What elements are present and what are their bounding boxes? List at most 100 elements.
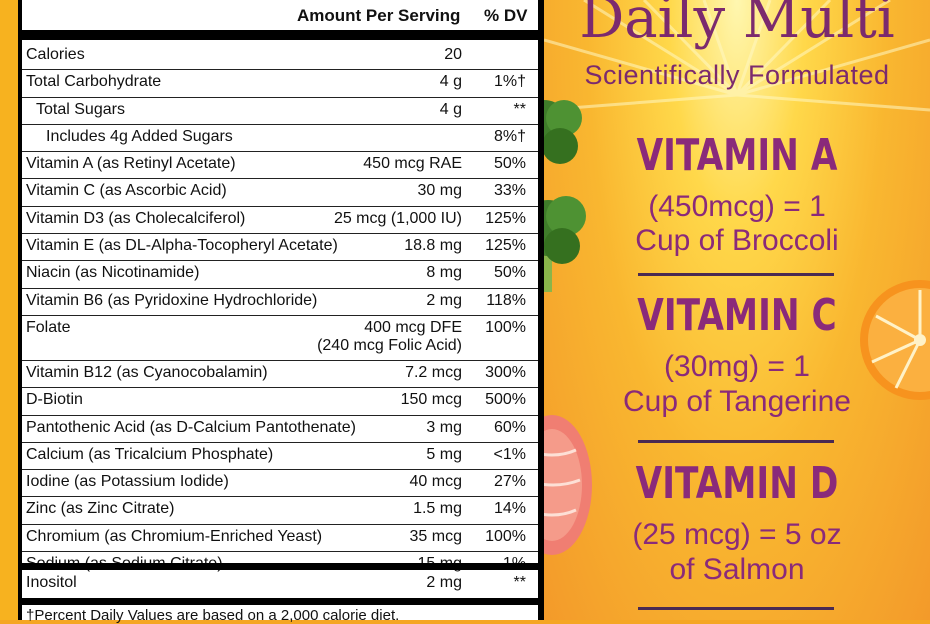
background-strip — [0, 0, 18, 620]
nutrient-name: Chromium (as Chromium-Enriched Yeast) — [26, 527, 323, 545]
nutrient-dv: 33% — [493, 182, 526, 200]
nutrient-dv: <1% — [493, 445, 526, 463]
amount-per-serving-header: Amount Per Serving — [297, 6, 461, 25]
vitamin-c-equivalent: Cup of Tangerine — [623, 385, 851, 418]
nutrient-name: Vitamin A (as Retinyl Acetate) — [26, 155, 236, 173]
nutrient-name: D-Biotin — [26, 391, 83, 409]
nutrient-amount-secondary: (240 mcg Folic Acid) — [317, 336, 462, 354]
vitamin-a-amount: (450mcg) = 1 — [648, 190, 826, 223]
nutrient-amount: 2 mg — [426, 291, 462, 309]
nutrient-dv: 125% — [485, 237, 526, 255]
nutrient-amount: 40 mcg — [409, 473, 462, 491]
header-divider-bar — [22, 30, 538, 40]
nutrient-dv: 50% — [493, 264, 526, 282]
table-row: Vitamin B12 (as Cyanocobalamin) 7.2 mcg … — [22, 361, 538, 389]
nutrient-name: Vitamin C (as Ascorbic Acid) — [26, 182, 227, 200]
vitamin-c-amount: (30mg) = 1 — [664, 350, 810, 383]
panel-border-left — [18, 0, 22, 620]
nutrient-name: Inositol — [26, 574, 77, 591]
table-row: Zinc (as Zinc Citrate) 1.5 mg 14% — [22, 497, 538, 525]
table-row: Calories 20 — [22, 43, 538, 71]
table-row: Pantothenic Acid (as D-Calcium Pantothen… — [22, 416, 538, 443]
section-divider-bar — [22, 563, 538, 570]
nutrient-amount: 1.5 mg — [413, 500, 462, 518]
nutrient-amount: 400 mcg DFE — [364, 318, 462, 336]
facts-header: Amount Per Serving % DV — [22, 0, 538, 30]
brand-title: Daily Multi — [579, 0, 895, 51]
table-row: Vitamin C (as Ascorbic Acid) 30 mg 33% — [22, 179, 538, 207]
nutrient-name: Folate — [26, 318, 71, 336]
nutrient-dv: 60% — [493, 418, 526, 436]
nutrient-amount: 4 g — [439, 73, 462, 91]
table-row: Folate 400 mcg DFE (240 mcg Folic Acid) … — [22, 316, 538, 361]
table-row: Vitamin B6 (as Pyridoxine Hydrochloride)… — [22, 289, 538, 316]
vitamin-c-title: VITAMIN C — [637, 290, 837, 341]
nutrient-name: Niacin (as Nicotinamide) — [26, 264, 200, 282]
nutrient-amount: 30 mg — [417, 182, 462, 200]
nutrient-amount: 150 mcg — [400, 391, 462, 409]
salmon-image — [544, 415, 592, 555]
table-row: Vitamin A (as Retinyl Acetate) 450 mcg R… — [22, 152, 538, 180]
supplement-facts-panel — [18, 0, 542, 620]
nutrient-dv: 27% — [493, 473, 526, 491]
nutrient-dv: 8%† — [493, 127, 526, 145]
nutrient-table: Calories 20 Total Carbohydrate 4 g 1%† T… — [22, 43, 538, 578]
nutrient-name: Zinc (as Zinc Citrate) — [26, 500, 175, 518]
table-row: Total Carbohydrate 4 g 1%† — [22, 70, 538, 98]
nutrient-dv: 300% — [485, 363, 526, 381]
nutrient-amount: 20 — [444, 46, 462, 63]
nutrient-dv: ** — [513, 100, 526, 118]
nutrient-dv: 14% — [493, 500, 526, 518]
nutrient-name: Total Carbohydrate — [26, 73, 162, 91]
nutrient-name: Total Sugars — [36, 100, 125, 118]
table-row: Calcium (as Tricalcium Phosphate) 5 mg <… — [22, 443, 538, 471]
nutrient-name: Calories — [26, 46, 85, 63]
nutrient-name: Calcium (as Tricalcium Phosphate) — [26, 445, 274, 463]
panel-border-right — [538, 0, 544, 620]
nutrient-amount: 5 mg — [426, 445, 462, 463]
promo-panel: Daily Multi Scientifically Formulated VI… — [544, 0, 930, 620]
nutrient-name: Vitamin E (as DL-Alpha-Tocopheryl Acetat… — [26, 237, 338, 255]
nutrient-amount: 25 mcg (1,000 IU) — [333, 209, 462, 227]
footnote: †Percent Daily Values are based on a 2,0… — [26, 607, 400, 624]
table-row: Vitamin E (as DL-Alpha-Tocopheryl Acetat… — [22, 234, 538, 262]
nutrient-name: Vitamin B12 (as Cyanocobalamin) — [26, 363, 268, 381]
nutrient-name: Pantothenic Acid (as D-Calcium Pantothen… — [26, 418, 356, 436]
tagline: Scientifically Formulated — [584, 60, 890, 90]
nutrient-amount: 450 mcg RAE — [363, 155, 462, 173]
table-row: Niacin (as Nicotinamide) 8 mg 50% — [22, 261, 538, 289]
nutrient-amount: 7.2 mcg — [405, 363, 462, 381]
nutrient-amount: 18.8 mg — [404, 237, 462, 255]
nutrient-dv: 50% — [493, 155, 526, 173]
table-row: Chromium (as Chromium-Enriched Yeast) 35… — [22, 525, 538, 553]
daily-value-header: % DV — [484, 6, 528, 25]
vitamin-a-title: VITAMIN A — [636, 130, 838, 181]
nutrient-name: Iodine (as Potassium Iodide) — [26, 473, 229, 491]
nutrient-name: Vitamin D3 (as Cholecalciferol) — [26, 209, 246, 227]
divider — [638, 273, 834, 276]
nutrient-dv: 100% — [485, 527, 526, 545]
nutrient-name: Vitamin B6 (as Pyridoxine Hydrochloride) — [26, 291, 318, 309]
nutrient-dv: 118% — [486, 291, 526, 309]
table-row: Total Sugars 4 g ** — [22, 98, 538, 125]
nutrient-amount: 4 g — [439, 100, 462, 118]
table-row: D-Biotin 150 mcg 500% — [22, 388, 538, 416]
nutrient-dv: 1%† — [493, 73, 526, 91]
table-row: Inositol 2 mg ** — [22, 571, 538, 597]
nutrient-amount: 35 mcg — [409, 527, 462, 545]
broccoli-image — [544, 100, 586, 292]
table-row: Includes 4g Added Sugars 8%† — [22, 125, 538, 153]
nutrient-dv: 500% — [485, 391, 526, 409]
table-row: Vitamin D3 (as Cholecalciferol) 25 mcg (… — [22, 207, 538, 235]
nutrient-amount: 8 mg — [426, 264, 462, 282]
vitamin-a-equivalent: Cup of Broccoli — [635, 224, 839, 257]
vitamin-d-title: VITAMIN D — [635, 458, 839, 509]
vitamin-d-equivalent: of Salmon — [669, 553, 805, 586]
nutrient-dv: ** — [513, 574, 526, 591]
divider — [638, 440, 834, 443]
nutrient-amount: 2 mg — [426, 574, 462, 591]
footer-divider-bar — [22, 598, 538, 605]
nutrient-amount: 3 mg — [426, 418, 462, 436]
nutrient-dv: 100% — [485, 318, 526, 336]
vitamin-d-amount: (25 mcg) = 5 oz — [632, 518, 842, 551]
